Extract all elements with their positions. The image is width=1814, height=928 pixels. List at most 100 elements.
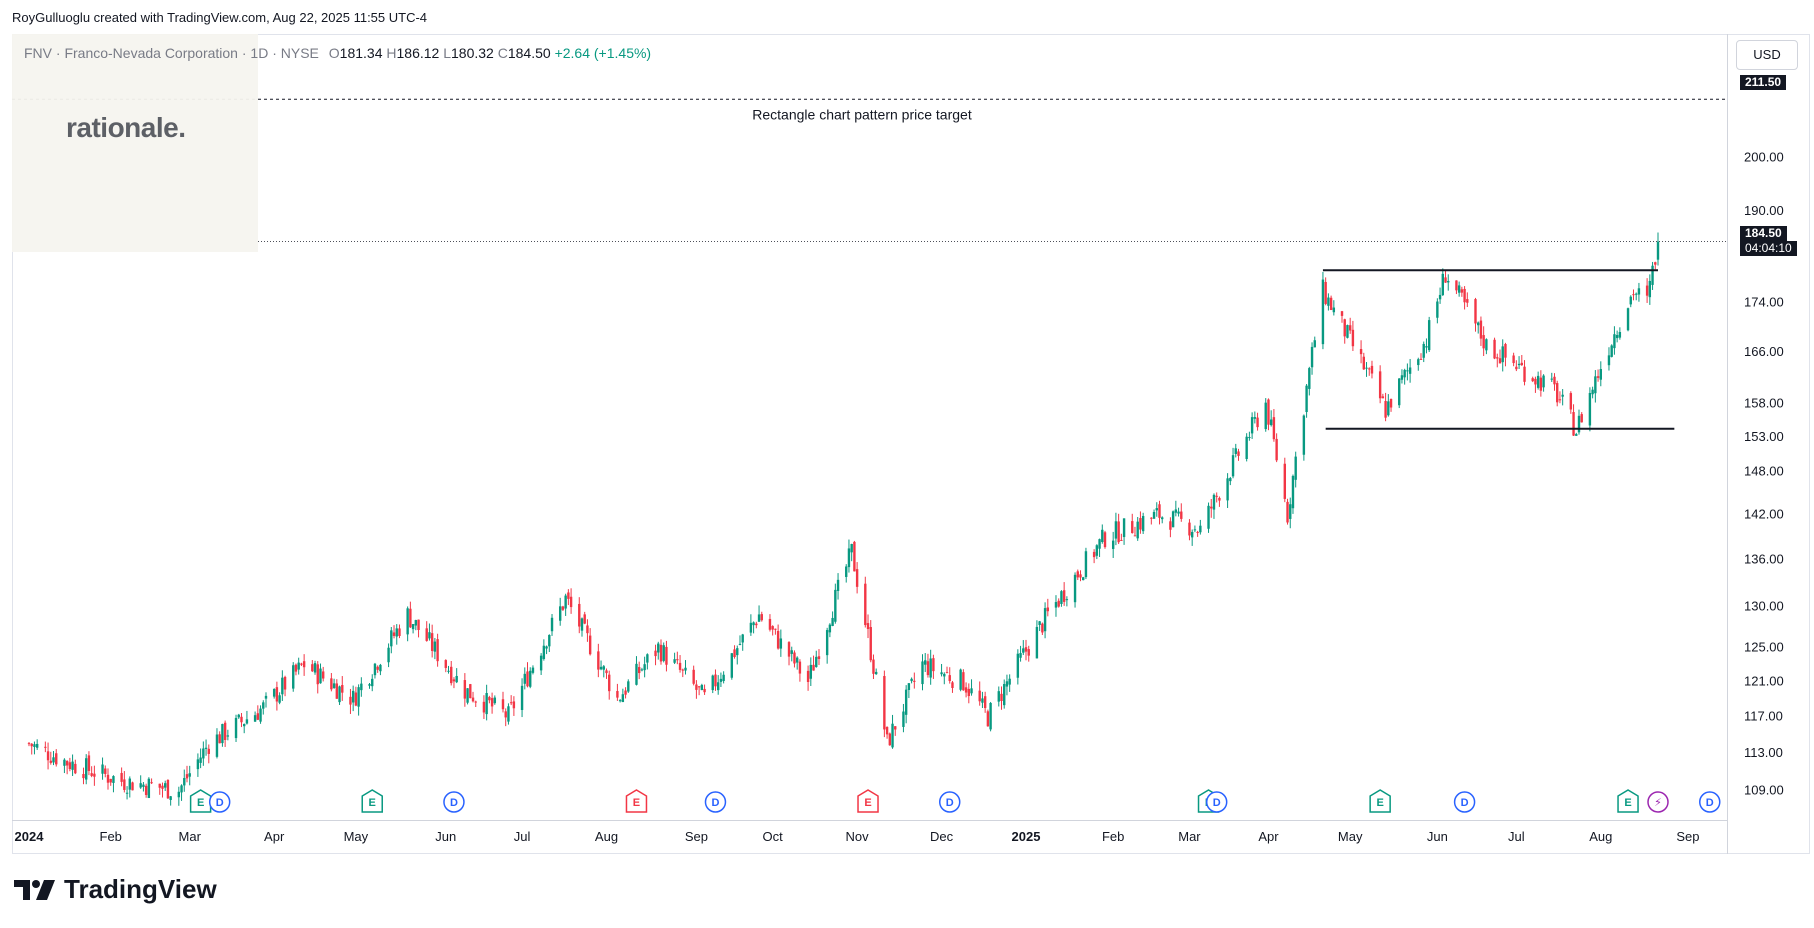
symbol-legend[interactable]: FNV · Franco-Nevada Corporation · 1D · N…	[24, 45, 651, 61]
candle-body	[493, 697, 497, 704]
candle-body	[1079, 574, 1082, 578]
dividend-icon	[443, 791, 465, 813]
candle-body	[87, 755, 91, 771]
low-value: 180.32	[451, 45, 494, 61]
candle-body	[93, 773, 96, 777]
y-tick-label: 200.00	[1744, 150, 1784, 165]
candle-body	[319, 668, 322, 684]
candle-body	[943, 673, 946, 677]
candle-body	[1365, 367, 1368, 369]
candle-body	[330, 678, 333, 690]
candle-body	[1343, 319, 1346, 337]
candle-body	[578, 603, 581, 627]
dividend-icon	[938, 791, 961, 813]
candle-body	[932, 658, 935, 672]
candle-body	[1180, 511, 1183, 519]
candle-body	[281, 677, 284, 695]
event-label: E	[1624, 797, 1631, 809]
candle-body	[1635, 293, 1638, 295]
candle-body	[354, 692, 358, 706]
chart-frame[interactable]	[12, 34, 1810, 854]
candle-body	[1321, 279, 1325, 345]
candle-body	[1515, 366, 1518, 370]
candle-body	[504, 711, 507, 718]
candle-body	[1111, 540, 1115, 549]
candle-body	[695, 684, 698, 690]
candle-body	[1387, 401, 1390, 416]
candle-body	[1346, 325, 1349, 338]
candle-body	[52, 757, 55, 763]
tradingview-logo[interactable]: TradingView	[14, 874, 217, 905]
candle-body	[714, 674, 717, 687]
candle-body	[768, 618, 772, 630]
event-label: D	[1461, 797, 1469, 809]
symbol-title[interactable]: FNV · Franco-Nevada Corporation · 1D · N…	[24, 45, 319, 61]
candle-body	[940, 672, 943, 675]
candle-body	[316, 664, 319, 685]
candle-body	[237, 714, 240, 718]
candle-body	[82, 773, 85, 779]
candle-body	[1504, 344, 1507, 358]
candle-body	[1141, 516, 1145, 532]
close-value: 184.50	[507, 45, 551, 61]
candle-body	[1193, 529, 1197, 531]
candle-body	[722, 674, 725, 681]
candle-body	[501, 699, 505, 710]
candle-body	[904, 689, 908, 715]
candle-body	[297, 662, 300, 670]
candle-body	[834, 589, 837, 622]
candle-body	[659, 644, 663, 662]
candle-body	[507, 706, 510, 722]
candle-body	[1098, 539, 1101, 549]
candle-body	[1645, 285, 1649, 296]
candle-body	[869, 627, 872, 661]
candle-body	[621, 694, 625, 703]
candle-body	[158, 783, 161, 788]
event-label: E	[633, 797, 640, 809]
candle-body	[1482, 335, 1485, 349]
candle-body	[1022, 648, 1025, 653]
candle-body	[730, 653, 734, 678]
target-label: Rectangle chart pattern price target	[752, 106, 972, 122]
candle-body	[1210, 506, 1213, 509]
candle-body	[676, 659, 679, 661]
candle-body	[752, 622, 755, 626]
y-tick-label: 148.00	[1744, 463, 1784, 478]
candle-body	[1005, 681, 1009, 687]
candle-body	[1084, 551, 1088, 578]
candle-body	[1542, 375, 1545, 388]
candle-body	[561, 606, 565, 610]
candle-body	[1615, 335, 1619, 339]
dividend-icon	[1205, 791, 1228, 813]
candle-body	[106, 774, 110, 783]
candle-body	[850, 544, 853, 553]
target-price-tag: 211.50	[1740, 75, 1787, 90]
candle-body	[74, 763, 77, 774]
candle-body	[1444, 277, 1447, 283]
currency-button[interactable]: USD	[1736, 40, 1798, 70]
event-label: E	[1376, 797, 1383, 809]
candle-body	[1340, 311, 1344, 316]
candle-body	[1174, 509, 1178, 513]
candle-body	[760, 614, 763, 621]
candle-body	[681, 669, 684, 671]
candle-body	[1250, 417, 1254, 434]
candle-body	[65, 760, 69, 766]
y-tick-label: 166.00	[1744, 344, 1784, 359]
candle-body	[815, 656, 818, 668]
candle-body	[902, 711, 905, 727]
candle-body	[474, 701, 477, 703]
candle-body	[166, 779, 170, 799]
candle-body	[302, 661, 306, 668]
candle-body	[292, 665, 295, 689]
candle-body	[1291, 475, 1295, 509]
candle-body	[1248, 437, 1251, 439]
candle-body	[1332, 307, 1336, 313]
candle-body	[398, 628, 401, 636]
candle-body	[809, 664, 813, 679]
x-tick-label: Aug	[1589, 829, 1612, 844]
candle-body	[583, 614, 586, 624]
candle-body	[294, 664, 298, 672]
y-tick-label: 121.00	[1744, 673, 1784, 688]
